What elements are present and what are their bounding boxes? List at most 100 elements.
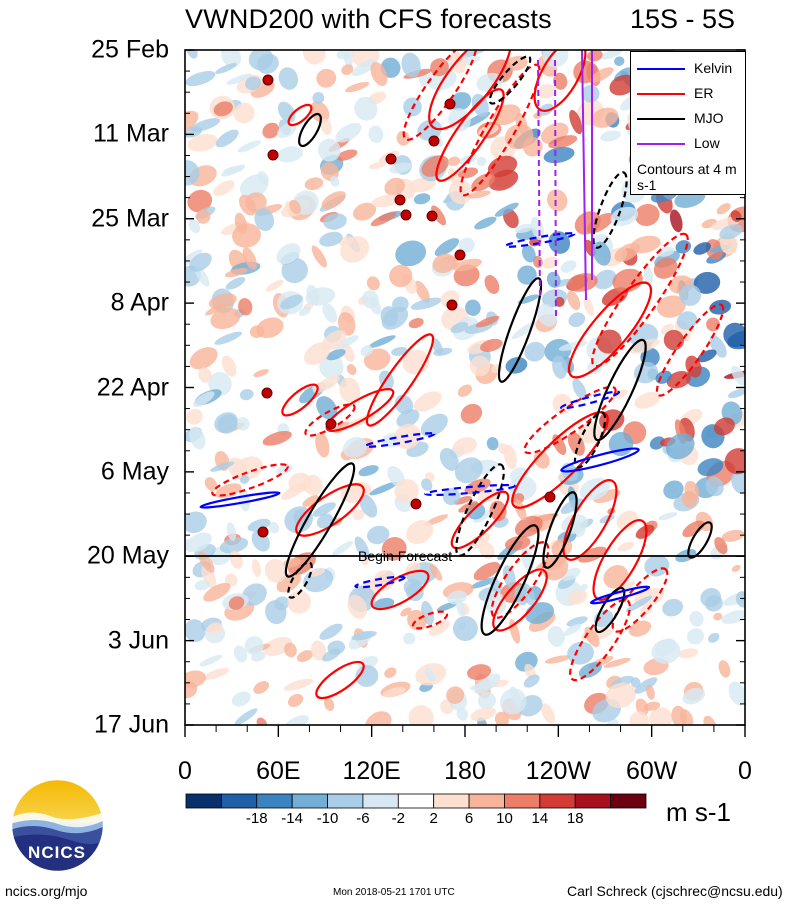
storm-symbol xyxy=(446,299,458,311)
anomaly-patch xyxy=(452,258,482,272)
y-tick-label: 20 May xyxy=(87,541,169,570)
anomaly-patch xyxy=(367,525,390,545)
anomaly-patch xyxy=(653,257,678,279)
anomaly-patch xyxy=(413,193,431,205)
anomaly-patch xyxy=(185,160,200,186)
anomaly-patch xyxy=(535,553,562,570)
anomaly-patch xyxy=(370,61,388,87)
anomaly-patch xyxy=(473,561,501,581)
x-tick-label: 60E xyxy=(256,757,301,785)
anomaly-patch xyxy=(614,56,625,66)
anomaly-patch xyxy=(298,306,311,317)
legend-swatch-mjo xyxy=(637,118,685,120)
anomaly-patch xyxy=(625,595,653,613)
anomaly-patch xyxy=(228,596,245,610)
wave-contour xyxy=(364,432,436,448)
legend-item-er: ER xyxy=(637,85,745,103)
anomaly-patch xyxy=(358,465,379,477)
anomaly-patch xyxy=(567,273,598,292)
anomaly-patch xyxy=(316,68,337,88)
anomaly-patch xyxy=(403,578,422,595)
anomaly-patch xyxy=(215,129,239,148)
anomaly-patch xyxy=(207,622,223,635)
anomaly-patch xyxy=(469,355,491,377)
anomaly-patch xyxy=(204,477,218,491)
anomaly-patch xyxy=(643,265,653,286)
anomaly-patch xyxy=(321,191,346,210)
anomaly-patch xyxy=(262,430,292,446)
anomaly-patch xyxy=(460,403,483,424)
anomaly-patch xyxy=(287,693,304,708)
anomaly-patch xyxy=(634,361,659,384)
wave-contour xyxy=(533,50,587,112)
anomaly-patch xyxy=(731,365,745,386)
anomaly-patch xyxy=(198,367,212,383)
anomaly-patch xyxy=(276,146,304,163)
anomaly-patch xyxy=(628,620,652,637)
anomaly-patch xyxy=(226,522,237,541)
anomaly-patch xyxy=(697,458,724,477)
anomaly-patch xyxy=(311,245,327,268)
anomaly-patch xyxy=(634,203,660,227)
wave-contour xyxy=(211,463,289,497)
y-tick-label: 25 Mar xyxy=(91,204,169,233)
anomaly-patch xyxy=(644,555,670,577)
low-contour xyxy=(581,50,587,301)
footer-site[interactable]: ncics.org/mjo xyxy=(5,883,88,899)
anomaly-patch xyxy=(312,502,336,517)
storm-symbol xyxy=(257,526,269,538)
anomaly-patch xyxy=(320,118,332,135)
x-tick-label: 60W xyxy=(625,757,678,785)
anomaly-patch xyxy=(704,595,723,612)
wave-contour xyxy=(365,333,435,427)
wave-contour xyxy=(497,277,543,383)
anomaly-patch xyxy=(208,293,237,310)
anomaly-patch xyxy=(224,267,248,278)
wave-contour xyxy=(488,55,532,105)
anomaly-patch xyxy=(224,573,238,587)
anomaly-patch xyxy=(517,265,537,285)
anomaly-patch xyxy=(649,436,665,450)
anomaly-patch xyxy=(687,628,704,645)
anomaly-patch xyxy=(401,52,421,78)
anomaly-patch xyxy=(384,177,406,196)
anomaly-patch xyxy=(514,585,529,606)
colorbar-label: 14 xyxy=(531,810,549,827)
anomaly-patch xyxy=(345,81,370,93)
anomaly-patch xyxy=(471,93,489,117)
wave-contour xyxy=(287,561,313,599)
anomaly-patch xyxy=(616,510,639,531)
low-contour xyxy=(554,59,557,321)
anomaly-patch xyxy=(288,472,312,493)
anomaly-patch xyxy=(408,318,424,329)
anomaly-patch xyxy=(403,632,416,645)
anomaly-patch xyxy=(540,703,555,724)
storm-symbol xyxy=(454,249,466,261)
anomaly-patch xyxy=(517,294,539,305)
y-tick-label: 25 Feb xyxy=(91,35,169,64)
anomaly-patch xyxy=(424,667,436,682)
anomaly-patch xyxy=(567,290,581,311)
y-tick-label: 22 Apr xyxy=(96,373,169,401)
anomaly-patch xyxy=(265,279,284,292)
colorbar-swatch xyxy=(362,793,399,809)
wave-contour xyxy=(354,575,406,589)
anomaly-patch xyxy=(310,101,330,123)
anomaly-patch xyxy=(587,50,603,62)
storm-symbol xyxy=(428,135,440,147)
colorbar-swatch xyxy=(574,793,612,809)
anomaly-patch xyxy=(278,67,299,90)
anomaly-patch xyxy=(452,437,477,455)
anomaly-patch xyxy=(276,243,301,265)
anomaly-patch xyxy=(336,149,358,161)
anomaly-patch xyxy=(391,346,408,356)
anomaly-patch xyxy=(257,171,269,185)
anomaly-patch xyxy=(185,511,207,534)
anomaly-patch xyxy=(554,296,565,307)
anomaly-patch xyxy=(361,290,379,309)
anomaly-patch xyxy=(319,354,344,380)
anomaly-patch xyxy=(656,295,686,318)
storm-symbol xyxy=(262,74,274,86)
legend-swatch-low xyxy=(637,143,685,145)
